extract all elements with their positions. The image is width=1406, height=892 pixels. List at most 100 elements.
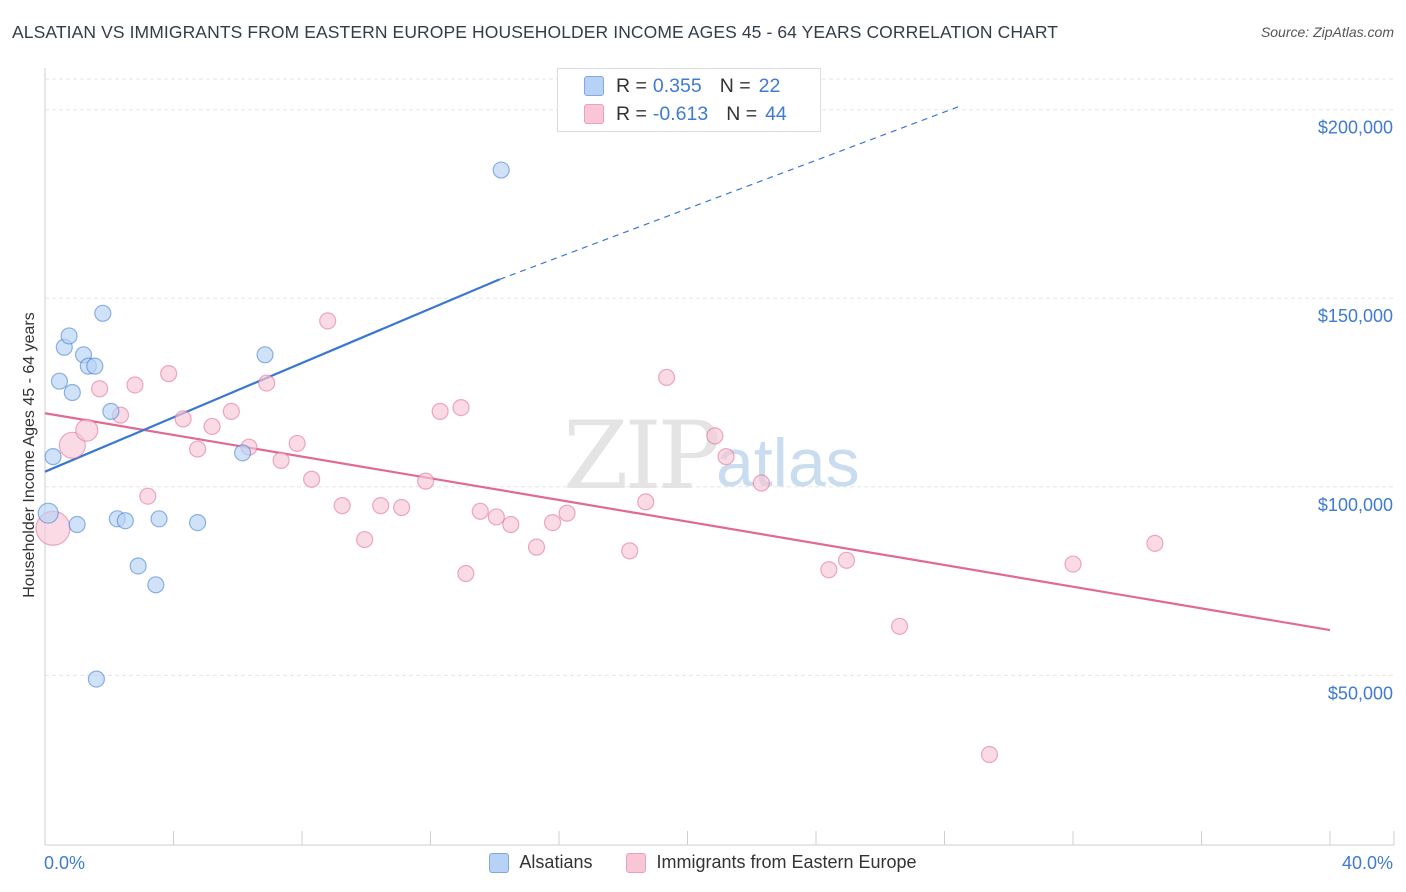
immigrants-point: [126, 376, 144, 394]
legend-item-immigrants[interactable]: Immigrants from Eastern Europe: [626, 852, 917, 873]
immigrants-point: [837, 551, 856, 569]
immigrants-point: [188, 440, 207, 458]
immigrants-point: [658, 368, 676, 387]
alsatians-point: [37, 502, 59, 524]
alsatians-point: [63, 383, 81, 402]
immigrants-point: [75, 418, 99, 442]
legend-label: Immigrants from Eastern Europe: [656, 852, 917, 872]
immigrants-point: [706, 427, 724, 445]
legend-label: Alsatians: [519, 852, 593, 872]
watermark-zip: ZIP: [563, 402, 717, 511]
alsatians-point: [147, 576, 165, 594]
immigrants-point: [820, 561, 838, 579]
immigrants-point: [527, 538, 546, 556]
alsatians-point: [492, 161, 510, 179]
correlation-legend: R = 0.355 N = 22 R = -0.613 N = 44: [557, 68, 821, 132]
x-tick-label-min: 0.0%: [44, 853, 85, 873]
immigrants-point: [303, 470, 321, 488]
immigrants-point: [1146, 534, 1164, 552]
chart-title: ALSATIAN VS IMMIGRANTS FROM EASTERN EURO…: [12, 22, 1059, 42]
alsatians-point: [44, 448, 62, 466]
immigrants-point: [392, 498, 411, 517]
immigrants-point: [417, 472, 435, 490]
y-tick-label: $150,000: [1318, 306, 1393, 326]
immigrants-point: [1064, 555, 1082, 573]
pink-swatch: [626, 852, 647, 873]
n-label: N =: [719, 74, 751, 97]
immigrants-point: [752, 474, 770, 492]
source-note: Source: ZipAtlas.com: [1260, 24, 1394, 40]
r-label: R =: [616, 102, 647, 125]
legend-row-immigrants: R = -0.613 N = 44: [584, 101, 787, 127]
immigrants-point: [431, 402, 449, 420]
immigrants-point: [717, 448, 735, 466]
watermark: ZIP atlas: [563, 402, 859, 511]
immigrants-point: [319, 312, 337, 330]
immigrants-point: [980, 745, 999, 764]
alsatians-point: [60, 327, 78, 345]
immigrants-point: [372, 497, 390, 515]
immigrants-point: [890, 617, 909, 635]
n-label: N =: [726, 102, 758, 125]
alsatians-point: [87, 670, 106, 688]
series-legend: Alsatians Immigrants from Eastern Europe: [0, 852, 1406, 873]
n-value: 44: [765, 102, 787, 125]
y-tick-label: $200,000: [1318, 118, 1393, 138]
legend-row-alsatians: R = 0.355 N = 22: [584, 73, 780, 99]
immigrants-point: [174, 410, 192, 428]
alsatians-point: [129, 557, 147, 575]
alsatians-point: [68, 515, 86, 534]
immigrants-point: [558, 504, 576, 522]
immigrants-point: [333, 497, 351, 515]
alsatians-point: [256, 346, 274, 364]
n-value: 22: [758, 74, 781, 97]
immigrants-point: [258, 374, 276, 392]
alsatians-point: [188, 514, 207, 532]
x-tick-label-max: 40.0%: [1342, 853, 1393, 873]
alsatians-point: [94, 304, 112, 322]
y-axis-label: Householder Income Ages 45 - 64 years: [21, 312, 38, 598]
trend-line-alsatians: [44, 278, 500, 473]
pink-swatch: [584, 104, 604, 124]
immigrants-point: [139, 487, 157, 505]
immigrants-point: [58, 431, 86, 459]
immigrants-point: [543, 514, 562, 532]
immigrants-point: [502, 515, 520, 534]
immigrants-point: [288, 434, 306, 453]
r-value: -0.613: [652, 102, 709, 125]
watermark-atlas: atlas: [716, 425, 860, 501]
trend-line-immigrants: [44, 412, 1331, 632]
alsatians-point: [150, 510, 168, 528]
alsatians-point: [116, 512, 134, 530]
grid-lines: [45, 78, 1394, 676]
trend-line-alsatians-extension: [499, 105, 961, 280]
y-axis-ticks: $50,000 $100,000 $150,000 $200,000: [1318, 118, 1393, 704]
r-value: 0.355: [652, 74, 702, 97]
immigrants-point: [487, 508, 505, 526]
immigrants-point: [621, 542, 639, 560]
alsatians-point: [102, 402, 120, 420]
immigrants-point: [356, 530, 374, 549]
immigrants-point: [457, 564, 475, 583]
immigrants-point: [222, 402, 240, 420]
y-tick-label: $50,000: [1328, 683, 1393, 703]
immigrants-point: [91, 380, 109, 398]
data-points: [35, 161, 1164, 764]
immigrants-point: [637, 493, 655, 511]
legend-item-alsatians[interactable]: Alsatians: [489, 852, 592, 873]
y-tick-label: $100,000: [1318, 495, 1393, 515]
x-axis-ticks: 0.0% 40.0%: [44, 831, 1395, 873]
alsatians-point: [233, 444, 252, 462]
immigrants-point: [452, 398, 470, 417]
blue-swatch: [489, 852, 510, 873]
trend-lines: [44, 105, 1331, 632]
immigrants-point: [160, 365, 178, 383]
alsatians-point: [50, 372, 69, 390]
immigrants-point: [203, 417, 221, 436]
immigrants-point: [272, 451, 290, 469]
immigrants-point: [471, 502, 489, 520]
r-label: R =: [616, 74, 647, 97]
alsatians-point: [86, 357, 104, 375]
blue-swatch: [584, 76, 604, 96]
